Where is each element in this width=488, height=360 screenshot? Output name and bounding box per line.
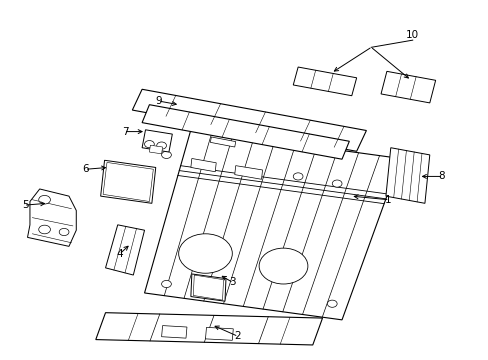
Polygon shape [205, 327, 233, 340]
Polygon shape [105, 225, 144, 275]
Polygon shape [142, 130, 172, 152]
Circle shape [128, 172, 141, 182]
Polygon shape [234, 166, 262, 179]
Circle shape [157, 142, 166, 149]
Text: 2: 2 [233, 331, 240, 341]
Polygon shape [193, 275, 223, 300]
Text: 9: 9 [156, 96, 162, 106]
Circle shape [59, 228, 69, 235]
Polygon shape [96, 313, 322, 345]
Circle shape [128, 187, 141, 196]
Polygon shape [27, 189, 76, 246]
Polygon shape [103, 162, 153, 202]
Text: 7: 7 [122, 127, 128, 136]
Circle shape [207, 288, 217, 295]
Circle shape [161, 151, 171, 158]
Polygon shape [101, 160, 156, 203]
Polygon shape [210, 137, 235, 147]
Text: 8: 8 [438, 171, 445, 181]
Circle shape [109, 183, 122, 193]
Polygon shape [380, 71, 435, 103]
Polygon shape [149, 145, 162, 154]
Text: 10: 10 [406, 30, 418, 40]
Polygon shape [190, 274, 225, 301]
Circle shape [109, 169, 122, 178]
Polygon shape [132, 89, 366, 151]
Circle shape [39, 225, 50, 234]
Text: 6: 6 [82, 164, 89, 174]
Circle shape [39, 195, 50, 204]
Circle shape [293, 173, 303, 180]
Text: 3: 3 [228, 277, 235, 287]
Circle shape [144, 140, 154, 148]
Circle shape [161, 280, 171, 288]
Circle shape [327, 300, 336, 307]
Circle shape [194, 285, 206, 294]
Text: 5: 5 [22, 200, 28, 210]
Polygon shape [385, 148, 429, 203]
Circle shape [331, 180, 341, 187]
Circle shape [178, 234, 232, 273]
Text: 1: 1 [384, 195, 391, 205]
Polygon shape [142, 105, 348, 159]
Polygon shape [293, 67, 356, 96]
Text: 4: 4 [117, 248, 123, 258]
Polygon shape [144, 130, 400, 320]
Polygon shape [161, 325, 186, 338]
Circle shape [259, 248, 307, 284]
Polygon shape [190, 158, 216, 172]
